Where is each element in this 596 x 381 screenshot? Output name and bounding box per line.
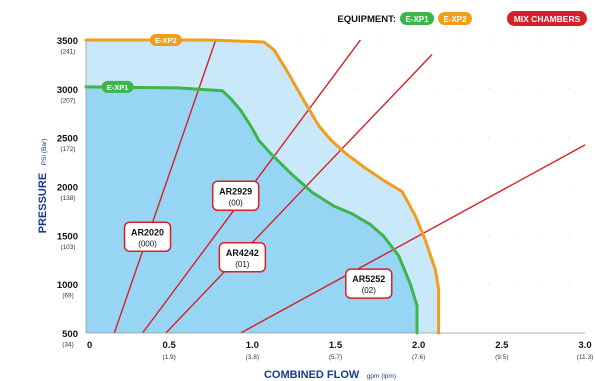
label-code: (02) [362, 286, 377, 295]
legend-badge-e-xp2-text: E-XP2 [443, 15, 467, 24]
y-tick-label: 2500 [57, 134, 78, 145]
label-box-ar5252 [345, 268, 393, 299]
y-tick-sublabel: (34) [62, 342, 74, 349]
y-tick-sublabel: (172) [60, 146, 75, 153]
label-box-ar2929 [211, 180, 260, 212]
legend-badge-e-xp2: E-XP2 [438, 12, 472, 25]
x-tick-label: 2.0 [412, 340, 425, 351]
x-axis-title: COMBINED FLOW gpm (lpm) [264, 365, 396, 381]
label-code: (01) [235, 260, 250, 269]
label-ar2929: AR2929 (00) [211, 180, 260, 212]
x-tick-label: 0 [87, 340, 92, 351]
mix-chambers-badge: MIX CHAMBERS [507, 11, 587, 26]
badge-pill [149, 34, 182, 46]
y-tick-label: 1000 [57, 280, 78, 291]
performance-curves [84, 38, 441, 335]
y-tick-sublabel: (103) [60, 244, 75, 251]
legend-badge-e-xp1: E-XP1 [400, 12, 434, 25]
x-tick-label: 0.5 [163, 340, 177, 351]
label-code: (00) [229, 198, 244, 207]
x-tick-sublabel: (1.9) [162, 354, 175, 361]
equipment-legend: EQUIPMENT: E-XP1 E-XP2 MIX CHAMBERS [337, 11, 587, 26]
curve-badges: E-XP2 E-XP1 [101, 34, 182, 93]
mix-chambers-pill [507, 11, 587, 26]
badge-pill [101, 80, 134, 93]
label-name: AR2020 [131, 227, 164, 237]
x-tick-sublabel: (7.6) [412, 354, 425, 361]
x-axis-title-text: COMBINED FLOW gpm (lpm) [264, 365, 396, 381]
label-code: (000) [138, 239, 157, 248]
label-ar4242: AR4242 (01) [218, 242, 267, 273]
x-tick-sublabel: (5.7) [329, 354, 342, 361]
label-ar2020: AR2020 (000) [123, 221, 172, 253]
y-tick-label: 500 [62, 329, 78, 340]
x-tick-label: 3.0 [578, 340, 591, 351]
curve-e-xp2 [84, 38, 441, 335]
y-tick-label: 3000 [57, 85, 78, 96]
x-tick-label: 1.0 [246, 340, 259, 351]
label-box-ar2020 [123, 221, 172, 253]
y-tick-sublabel: (69) [62, 293, 74, 300]
y-tick-sublabel: (207) [60, 97, 75, 104]
y-axis-title: PRESSURE PSI (Bar) [33, 139, 50, 234]
badge-e-xp2: E-XP2 [149, 34, 182, 46]
y-axis-title-text: PRESSURE PSI (Bar) [33, 139, 50, 234]
axis-ticks: 0 0.5 (1.9) 1.0 (3.8) 1.5 (5.7) 2.0 (7.6) 2.5 (9.5… [57, 36, 593, 361]
legend-badge-e-xp2-pill [438, 12, 472, 25]
label-name: AR4242 [226, 248, 259, 258]
badge-text: E-XP1 [107, 83, 129, 92]
x-tick-sublabel: (9.5) [495, 354, 508, 361]
y-tick-label: 2000 [57, 183, 78, 194]
label-box-ar4242 [218, 242, 267, 273]
label-ar5252: AR5252 (02) [345, 268, 393, 299]
label-name: AR5252 [352, 274, 385, 284]
line-ar5252 [240, 144, 585, 333]
mix-chamber-labels: AR2020 (000) AR2929 (00) AR4242 (01) AR5252 (02… [123, 180, 393, 299]
y-tick-sublabel: (138) [60, 195, 75, 202]
badge-e-xp1: E-XP1 [101, 80, 134, 93]
y-tick-label: 3500 [57, 36, 78, 47]
legend-badge-e-xp1-text: E-XP1 [405, 15, 429, 24]
x-tick-sublabel: (11.3) [577, 354, 594, 361]
x-tick-label: 2.5 [495, 340, 509, 351]
mix-chambers-text: MIX CHAMBERS [514, 14, 581, 24]
badge-text: E-XP2 [155, 36, 177, 45]
y-tick-label: 1500 [57, 231, 78, 242]
equipment-label: EQUIPMENT: [337, 14, 396, 25]
curve-e-xp1 [84, 85, 419, 335]
line-ar4242 [165, 54, 433, 333]
legend-badge-e-xp1-pill [400, 12, 434, 25]
x-tick-sublabel: (3.8) [246, 354, 259, 361]
x-tick-label: 1.5 [329, 340, 343, 351]
label-name: AR2929 [219, 186, 252, 196]
y-tick-sublabel: (241) [60, 49, 75, 56]
